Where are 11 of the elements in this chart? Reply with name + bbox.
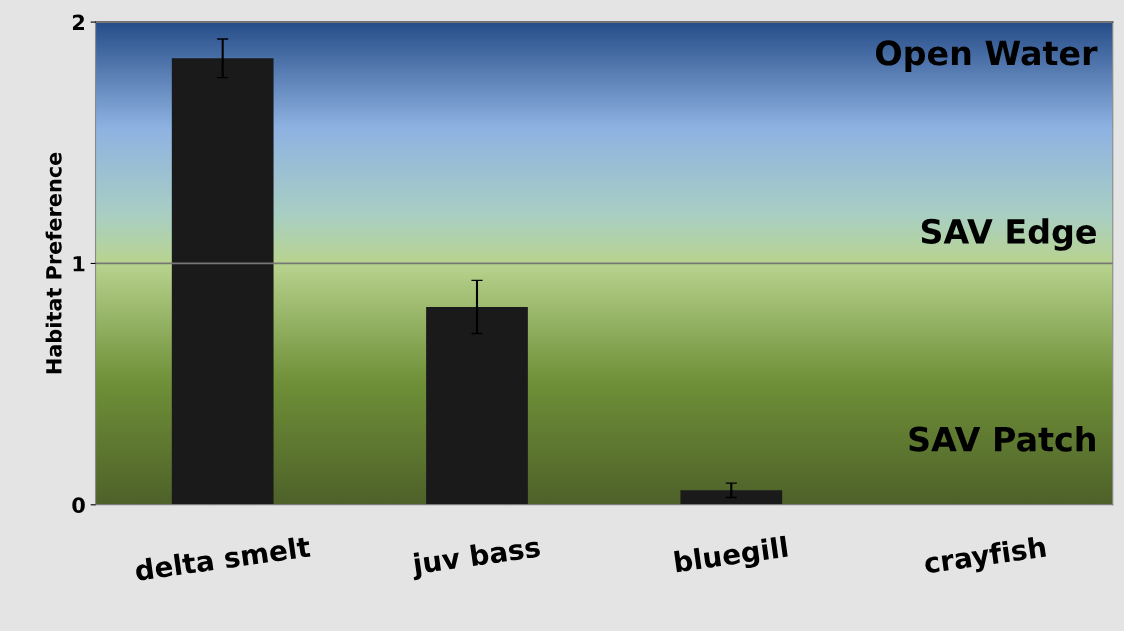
x-tick-label: delta smelt	[134, 535, 311, 582]
y-tick-label: 1	[73, 256, 85, 272]
annotation: Open Water	[875, 40, 1098, 73]
annotation: SAV Edge	[921, 218, 1096, 251]
y-tick-label: 2	[72, 14, 85, 30]
y-tick-label: 0	[72, 497, 85, 514]
x-tick-label: bluegill	[674, 535, 789, 579]
x-tick-label: crayfish	[923, 535, 1047, 580]
y-axis-title: Habitat Preference	[45, 152, 62, 374]
x-tick-label: juv bass	[410, 535, 542, 581]
annotation: SAV Patch	[909, 425, 1095, 452]
